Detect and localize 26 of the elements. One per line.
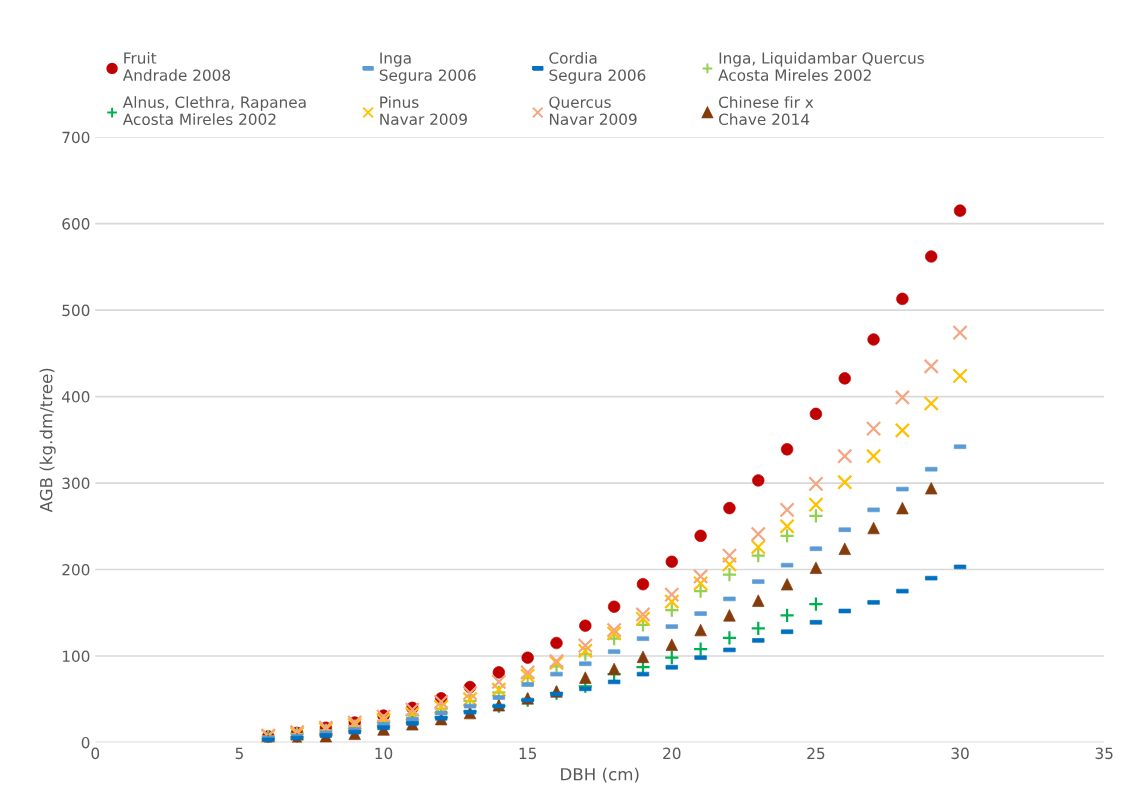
legend-label: Fruit Andrade 2008 [122,52,231,81]
legend-label: Cordia Segura 2006 [549,52,646,84]
legend-label: Inga Segura 2006 [379,52,476,84]
y-tick-label: 400 [62,391,90,403]
x-tick-label: 30 [951,747,969,760]
y-tick-label: 700 [62,131,90,144]
x-tick-label: 0 [91,747,100,760]
y-tick-label: 200 [62,563,90,576]
legend-label: Pinus Navar 2009 [380,96,467,126]
legend-label: Inga, Liquidambar Quercus Acosta Mireles 2002 [718,52,924,81]
y-tick-label: 600 [62,218,90,230]
y-axis-title: AGB (kg.dm/tree) [39,368,56,513]
x-tick-label: 5 [235,747,243,760]
y-tick-label: 0 [81,736,90,749]
x-tick-label: 15 [519,747,537,760]
legend-label: Alnus, Clethra, Rapanea Acosta Mireles 2002 [122,96,306,126]
x-axis-title: DBH (cm) [561,767,639,783]
legend-label: Chinese fir x Chave 2014 [718,96,814,126]
y-tick-label: 100 [62,650,90,662]
y-tick-label: 300 [62,477,90,490]
x-tick-label: 20 [663,747,681,760]
y-tick-label: 500 [62,304,90,317]
legend-label: Quercus Navar 2009 [549,96,637,126]
x-tick-label: 25 [807,747,825,760]
x-tick-label: 10 [375,747,393,760]
x-tick-label: 35 [1095,747,1113,760]
